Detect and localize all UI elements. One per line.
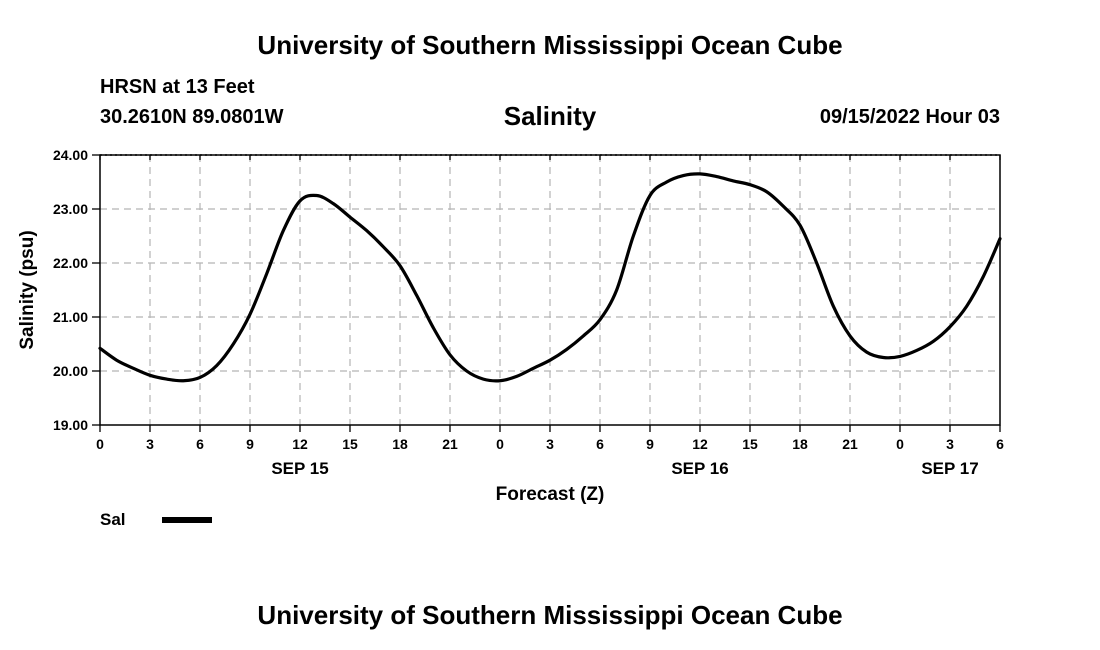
x-tick-label: 9 (646, 436, 654, 452)
x-tick-label: 6 (596, 436, 604, 452)
x-tick-label: 6 (996, 436, 1004, 452)
x-tick-label: 12 (692, 436, 708, 452)
x-tick-label: 3 (146, 436, 154, 452)
y-axis-title: Salinity (psu) (17, 230, 38, 349)
x-date-label: SEP 15 (271, 459, 328, 478)
chart-header-title: University of Southern Mississippi Ocean… (257, 30, 843, 60)
x-tick-label: 18 (392, 436, 408, 452)
y-tick-label: 19.00 (53, 417, 88, 433)
x-tick-label: 3 (546, 436, 554, 452)
axis-layer: 19.00 20.00 21.00 22.00 23.00 24.00 0 3 6 9 12 15 18… (17, 147, 1004, 505)
station-label: HRSN at 13 Feet (100, 76, 255, 98)
grid-layer (100, 155, 1000, 425)
x-tick-label: 9 (246, 436, 254, 452)
y-tick-label: 24.00 (53, 147, 88, 163)
x-axis-title: Forecast (Z) (496, 484, 605, 505)
x-tick-label: 15 (342, 436, 358, 452)
legend-label: Sal (100, 510, 126, 529)
x-tick-label: 18 (792, 436, 808, 452)
x-tick-label: 6 (196, 436, 204, 452)
chart-footer-title: University of Southern Mississippi Ocean… (257, 600, 843, 630)
y-tick-label: 21.00 (53, 309, 88, 325)
x-tick-label: 0 (496, 436, 504, 452)
x-date-label: SEP 16 (671, 459, 728, 478)
x-tick-label: 12 (292, 436, 308, 452)
y-tick-label: 20.00 (53, 363, 88, 379)
x-tick-label: 0 (96, 436, 104, 452)
station-coordinates: 30.2610N 89.0801W (100, 106, 284, 128)
x-tick-label: 0 (896, 436, 904, 452)
y-tick-label: 23.00 (53, 201, 88, 217)
forecast-timestamp: 09/15/2022 Hour 03 (819, 106, 1000, 128)
x-date-label: SEP 17 (921, 459, 978, 478)
x-tick-label: 3 (946, 436, 954, 452)
x-tick-label: 15 (742, 436, 758, 452)
series-line-sal (98, 172, 1002, 383)
series-layer (98, 172, 1002, 383)
chart-title: Salinity (503, 101, 597, 131)
x-tick-label: 21 (442, 436, 458, 452)
x-tick-label: 21 (842, 436, 858, 452)
legend-line-swatch (162, 517, 212, 523)
y-tick-label: 22.00 (53, 255, 88, 271)
